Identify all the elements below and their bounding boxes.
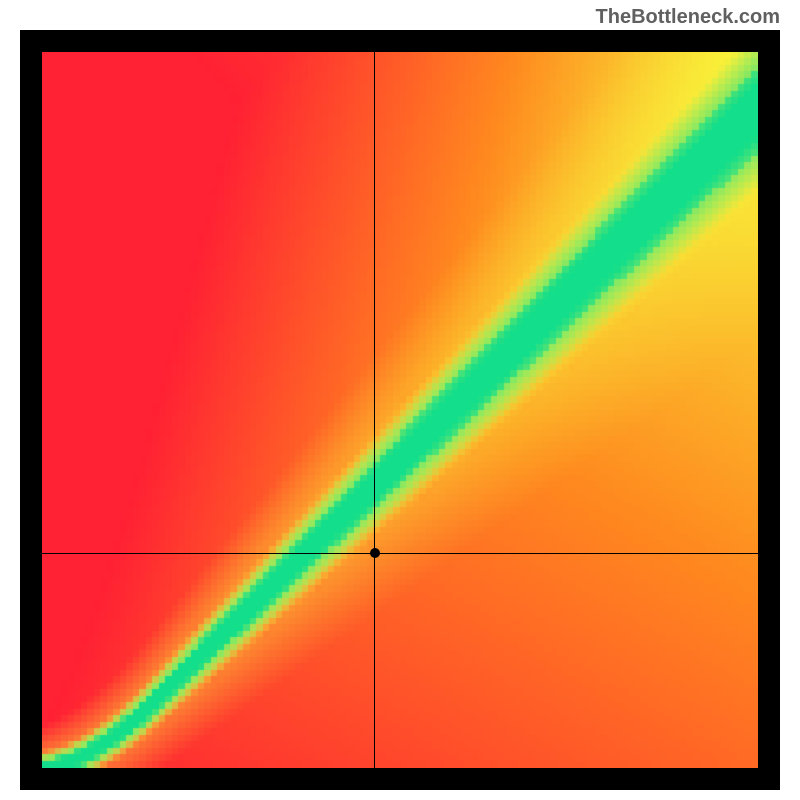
watermark-text: TheBottleneck.com xyxy=(596,6,780,29)
crosshair-marker xyxy=(370,548,380,558)
heatmap-canvas xyxy=(42,52,758,768)
crosshair-horizontal xyxy=(42,553,758,554)
chart-container: TheBottleneck.com xyxy=(0,0,800,800)
plot-area xyxy=(42,52,758,768)
plot-frame xyxy=(20,30,780,790)
crosshair-vertical xyxy=(374,52,375,768)
